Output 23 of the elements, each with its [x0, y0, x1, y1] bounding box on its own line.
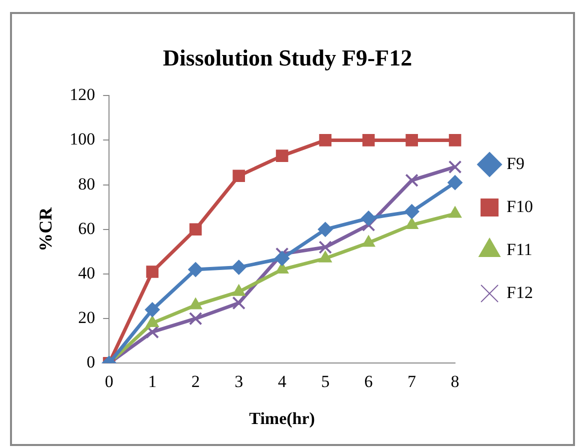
- y-tick-label: 60: [78, 218, 96, 238]
- y-tick-label: 0: [86, 352, 96, 372]
- chart-title: Dissolution Study F9-F12: [162, 46, 412, 71]
- x-tick-label: 3: [234, 372, 244, 391]
- x-tick-label: 4: [278, 372, 287, 391]
- x-tick-label: 2: [191, 372, 200, 391]
- legend-label: F12: [506, 282, 534, 302]
- x-tick-label: 5: [321, 372, 330, 391]
- legend-label: F9: [506, 154, 525, 173]
- x-tick-label: 1: [148, 372, 157, 391]
- y-tick-label: 100: [70, 130, 96, 149]
- x-tick-label: 0: [104, 372, 114, 391]
- y-tick-label: 80: [78, 174, 96, 194]
- x-tick-label: 7: [408, 372, 417, 391]
- y-tick-label: 120: [70, 85, 96, 104]
- x-tick-label: 6: [364, 372, 373, 391]
- y-tick-label: 20: [78, 308, 96, 328]
- x-axis-title: Time(hr): [249, 409, 315, 428]
- x-tick-label: 8: [450, 372, 460, 391]
- legend-label: F11: [506, 240, 532, 259]
- legend-label: F10: [506, 196, 534, 216]
- y-axis-title: %CR: [35, 206, 56, 252]
- y-tick-label: 40: [78, 263, 96, 282]
